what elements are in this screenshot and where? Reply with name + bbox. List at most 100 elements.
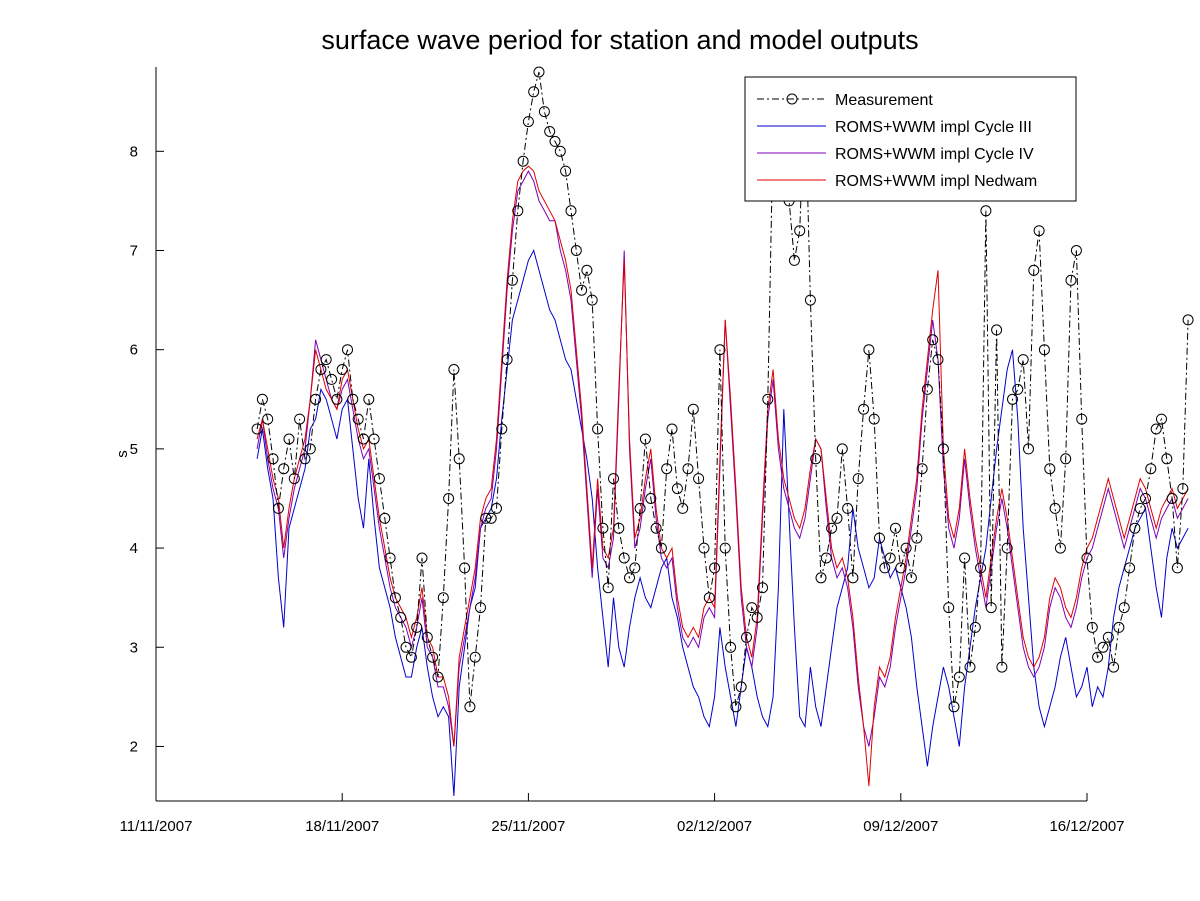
data-point bbox=[517, 155, 529, 167]
data-point bbox=[1038, 344, 1050, 356]
data-point bbox=[496, 423, 508, 435]
data-point bbox=[719, 542, 731, 554]
chart-title: surface wave period for station and mode… bbox=[321, 25, 918, 55]
data-point bbox=[538, 106, 550, 118]
data-point bbox=[804, 294, 816, 306]
data-point bbox=[432, 671, 444, 683]
legend-item: ROMS+WWM impl Cycle IV bbox=[757, 146, 1034, 163]
data-point bbox=[911, 532, 923, 544]
data-point bbox=[826, 522, 838, 534]
data-point bbox=[1023, 443, 1034, 455]
data-point bbox=[746, 602, 758, 614]
data-point bbox=[1097, 641, 1109, 653]
data-point bbox=[730, 701, 742, 713]
data-point bbox=[373, 473, 385, 485]
data-point bbox=[1177, 483, 1189, 495]
data-point bbox=[453, 453, 465, 465]
data-point bbox=[714, 344, 726, 356]
data-point bbox=[890, 522, 901, 534]
data-point bbox=[735, 681, 747, 693]
data-point bbox=[959, 552, 971, 564]
data-point bbox=[459, 562, 471, 574]
data-point bbox=[762, 393, 774, 405]
data-point bbox=[682, 463, 694, 475]
data-point bbox=[1017, 354, 1029, 366]
x-tick-label: 25/11/2007 bbox=[491, 818, 565, 835]
data-point bbox=[522, 116, 534, 128]
legend-label: Measurement bbox=[835, 92, 933, 109]
legend-item: ROMS+WWM impl Cycle III bbox=[757, 119, 1032, 136]
data-point bbox=[256, 393, 268, 405]
data-point bbox=[671, 483, 683, 495]
data-point bbox=[895, 562, 907, 574]
y-tick-label: 4 bbox=[130, 540, 138, 557]
data-point bbox=[624, 572, 635, 584]
data-point bbox=[570, 245, 582, 256]
data-point bbox=[592, 423, 604, 435]
data-point bbox=[1108, 661, 1120, 673]
data-point bbox=[437, 592, 449, 604]
y-tick-label: 3 bbox=[130, 639, 138, 656]
data-point bbox=[836, 443, 848, 455]
data-point bbox=[650, 522, 662, 534]
data-point bbox=[544, 126, 556, 137]
data-point bbox=[905, 572, 917, 584]
data-point bbox=[448, 364, 460, 375]
data-point bbox=[443, 493, 455, 504]
data-point bbox=[405, 651, 417, 663]
data-point bbox=[1033, 225, 1045, 237]
series-line-3 bbox=[256, 165, 1189, 787]
series-line-0 bbox=[256, 71, 1189, 707]
data-point bbox=[969, 621, 981, 633]
data-point bbox=[352, 413, 364, 425]
data-point bbox=[421, 631, 433, 643]
data-point bbox=[485, 512, 497, 524]
data-point bbox=[634, 502, 646, 514]
legend-item: ROMS+WWM impl Nedwam bbox=[757, 173, 1037, 190]
data-point bbox=[927, 334, 939, 346]
data-point bbox=[1065, 274, 1077, 286]
data-point bbox=[251, 423, 263, 435]
data-point bbox=[1150, 423, 1162, 435]
data-point bbox=[788, 254, 800, 266]
data-point bbox=[858, 403, 870, 415]
data-point bbox=[336, 364, 348, 375]
data-point bbox=[1001, 542, 1013, 554]
data-point bbox=[347, 393, 359, 405]
y-tick-label: 5 bbox=[130, 441, 138, 458]
data-point bbox=[975, 562, 987, 574]
data-point bbox=[703, 592, 715, 604]
data-point bbox=[900, 542, 912, 554]
data-point bbox=[953, 671, 965, 683]
data-point bbox=[1118, 602, 1130, 614]
data-point bbox=[1134, 502, 1146, 514]
data-point bbox=[943, 602, 955, 614]
data-point bbox=[868, 413, 880, 425]
legend-label: ROMS+WWM impl Cycle IV bbox=[835, 146, 1034, 163]
data-point bbox=[1028, 264, 1040, 276]
data-point bbox=[1102, 631, 1114, 643]
data-point bbox=[576, 284, 588, 296]
data-point bbox=[725, 641, 737, 653]
data-point bbox=[666, 423, 678, 435]
data-point bbox=[554, 145, 566, 157]
data-point bbox=[416, 552, 428, 564]
x-tick-label: 11/11/2007 bbox=[120, 818, 193, 835]
data-point bbox=[560, 165, 572, 177]
data-point bbox=[1166, 493, 1178, 504]
data-point bbox=[964, 661, 976, 673]
data-point bbox=[1070, 245, 1082, 256]
data-point bbox=[1007, 393, 1018, 405]
legend: Measurement ROMS+WWM impl Cycle III ROMS+W… bbox=[744, 76, 1077, 202]
data-point bbox=[427, 651, 439, 663]
data-point bbox=[358, 433, 369, 445]
data-point bbox=[1171, 562, 1183, 574]
data-point bbox=[528, 86, 540, 98]
data-point bbox=[283, 433, 295, 445]
series-line-1 bbox=[256, 249, 1189, 797]
y-axis-label: s bbox=[114, 450, 131, 458]
data-point bbox=[1076, 413, 1088, 425]
data-point bbox=[794, 225, 806, 237]
data-point bbox=[310, 393, 322, 405]
data-point bbox=[698, 542, 710, 554]
